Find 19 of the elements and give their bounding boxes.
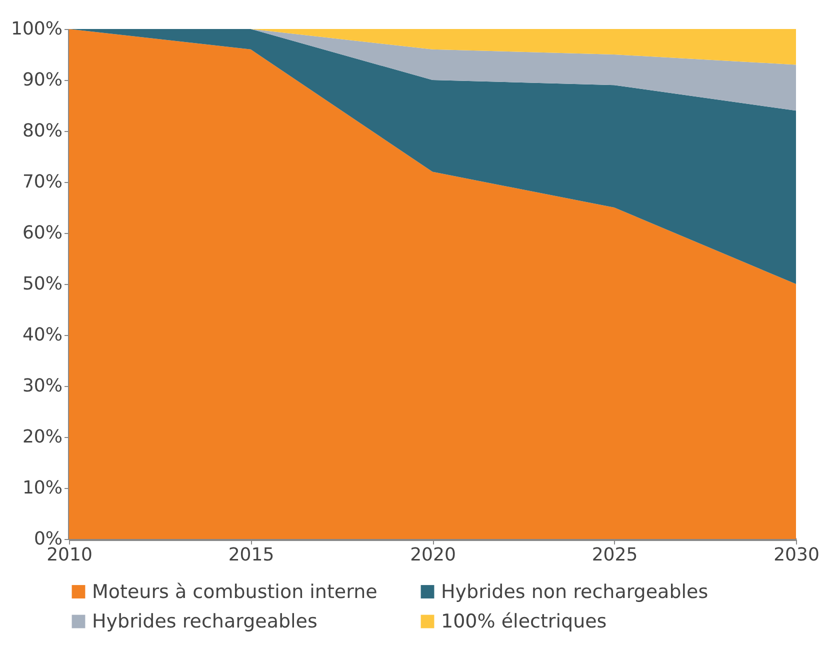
y-tick-label: 80% [22,120,62,142]
legend-label: Moteurs à combustion interne [92,580,378,603]
y-tick-label: 60% [22,222,62,244]
x-tick-label: 2030 [774,544,820,566]
y-tick-label: 50% [22,274,62,294]
y-tick-label: 10% [22,478,62,498]
x-tick-label: 2015 [228,544,274,566]
y-tick-label: 30% [22,376,62,396]
y-tick-label: 40% [22,324,62,346]
y-tick-label: 20% [22,426,62,448]
y-tick-label: 100% [11,18,62,40]
legend-label: Hybrides rechargeables [92,610,318,632]
x-tick-label: 2020 [410,544,456,566]
legend-label: 100% électriques [441,610,607,632]
y-tick-label: 70% [22,172,62,192]
legend-label: Hybrides non rechargeables [441,580,708,603]
x-tick-label: 2010 [46,544,92,566]
y-tick-label: 90% [22,70,62,90]
x-tick-label: 2025 [592,544,638,566]
